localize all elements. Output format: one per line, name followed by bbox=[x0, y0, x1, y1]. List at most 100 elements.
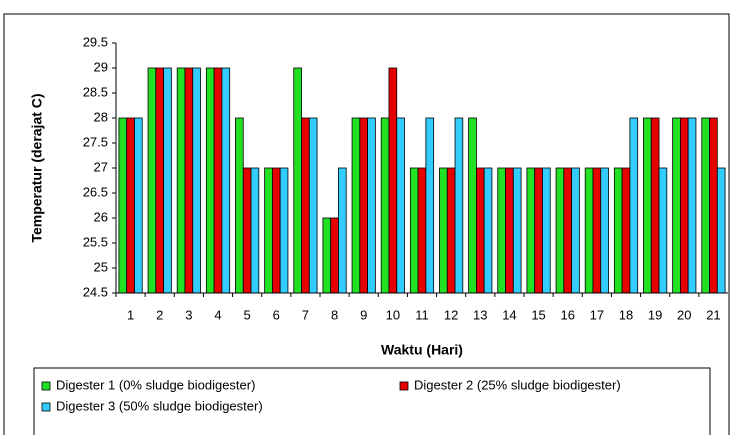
bar bbox=[672, 117, 681, 294]
bar bbox=[468, 117, 477, 294]
bar bbox=[205, 67, 215, 294]
bar bbox=[709, 117, 718, 294]
x-tick-label: 18 bbox=[619, 307, 633, 322]
bar bbox=[308, 117, 318, 294]
bar bbox=[526, 167, 536, 294]
bar bbox=[483, 167, 493, 294]
bar bbox=[367, 117, 376, 294]
y-tick-label: 26 bbox=[94, 209, 108, 224]
bar bbox=[658, 167, 668, 294]
bar bbox=[680, 117, 689, 294]
x-tick-label: 9 bbox=[360, 307, 367, 322]
legend-label: Digester 3 (50% sludge biodigester) bbox=[56, 398, 263, 413]
bar bbox=[271, 167, 281, 294]
bar bbox=[147, 67, 157, 294]
y-axis-label: Temperatur (derajat C) bbox=[29, 93, 45, 242]
bar bbox=[409, 167, 419, 294]
x-tick-label: 15 bbox=[531, 307, 545, 322]
bar bbox=[359, 117, 369, 294]
bar bbox=[351, 117, 361, 294]
x-axis-label: Waktu (Hari) bbox=[381, 342, 463, 358]
bar bbox=[380, 117, 390, 294]
bar bbox=[242, 167, 252, 294]
y-tick-label: 29.5 bbox=[83, 34, 108, 49]
bar bbox=[279, 167, 289, 294]
x-tick-label: 12 bbox=[444, 307, 458, 322]
x-tick-label: 14 bbox=[502, 307, 516, 322]
bar bbox=[235, 117, 244, 294]
x-tick-label: 4 bbox=[214, 307, 221, 322]
bar bbox=[155, 67, 164, 294]
x-tick-label: 13 bbox=[473, 307, 487, 322]
x-tick-label: 10 bbox=[386, 307, 400, 322]
x-tick-label: 1 bbox=[127, 307, 134, 322]
bar bbox=[555, 167, 565, 294]
bar bbox=[621, 167, 631, 294]
legend-label: Digester 1 (0% sludge biodigester) bbox=[56, 377, 255, 392]
bar bbox=[650, 117, 660, 294]
bar bbox=[118, 117, 128, 294]
bar bbox=[388, 67, 398, 294]
bar bbox=[396, 117, 405, 294]
bar bbox=[542, 167, 551, 294]
x-tick-label: 21 bbox=[706, 307, 720, 322]
legend-swatch bbox=[41, 402, 51, 412]
y-tick-label: 24.5 bbox=[83, 284, 108, 299]
bar bbox=[192, 67, 201, 294]
legend-label: Digester 2 (25% sludge biodigester) bbox=[414, 377, 621, 392]
bar bbox=[716, 167, 726, 294]
bar bbox=[497, 167, 506, 294]
legend-box bbox=[33, 367, 711, 435]
x-tick-label: 2 bbox=[156, 307, 163, 322]
x-tick-label: 11 bbox=[415, 307, 429, 322]
x-tick-label: 20 bbox=[677, 307, 691, 322]
legend-swatch bbox=[399, 381, 409, 391]
y-tick-label: 27 bbox=[94, 159, 108, 174]
y-tick-label: 27.5 bbox=[83, 134, 108, 149]
x-tick-label: 16 bbox=[560, 307, 574, 322]
bar bbox=[338, 167, 347, 294]
bar bbox=[264, 167, 273, 294]
bar bbox=[330, 217, 339, 294]
bar bbox=[184, 67, 194, 294]
bar bbox=[563, 167, 572, 294]
y-tick-label: 29 bbox=[94, 59, 108, 74]
bar bbox=[643, 117, 652, 294]
bar bbox=[446, 167, 456, 294]
legend-swatch bbox=[41, 381, 51, 391]
bar bbox=[293, 67, 302, 294]
x-tick-label: 5 bbox=[244, 307, 251, 322]
bar bbox=[163, 67, 172, 294]
x-tick-label: 8 bbox=[331, 307, 338, 322]
bar bbox=[687, 117, 697, 294]
bar bbox=[322, 217, 332, 294]
x-tick-label: 6 bbox=[273, 307, 280, 322]
bar bbox=[600, 167, 609, 294]
x-tick-label: 19 bbox=[648, 307, 662, 322]
y-tick-label: 28 bbox=[94, 109, 108, 124]
bar bbox=[475, 167, 485, 294]
bar bbox=[584, 167, 594, 294]
y-tick-label: 28.5 bbox=[83, 84, 108, 99]
y-tick-label: 25.5 bbox=[83, 234, 108, 249]
bar bbox=[534, 167, 543, 294]
bar bbox=[613, 167, 623, 294]
bar bbox=[425, 117, 435, 294]
bar bbox=[126, 117, 135, 294]
x-tick-label: 17 bbox=[590, 307, 604, 322]
bar bbox=[417, 167, 427, 294]
bar bbox=[301, 117, 310, 294]
x-tick-label: 7 bbox=[302, 307, 309, 322]
bar bbox=[592, 167, 602, 294]
bar bbox=[221, 67, 231, 294]
y-tick-label: 25 bbox=[94, 259, 108, 274]
bar bbox=[176, 67, 186, 294]
bar bbox=[250, 167, 260, 294]
bar bbox=[629, 117, 639, 294]
bar bbox=[512, 167, 522, 294]
y-tick-label: 26.5 bbox=[83, 184, 108, 199]
bar bbox=[701, 117, 710, 294]
bar bbox=[213, 67, 223, 294]
x-tick-label: 3 bbox=[185, 307, 192, 322]
